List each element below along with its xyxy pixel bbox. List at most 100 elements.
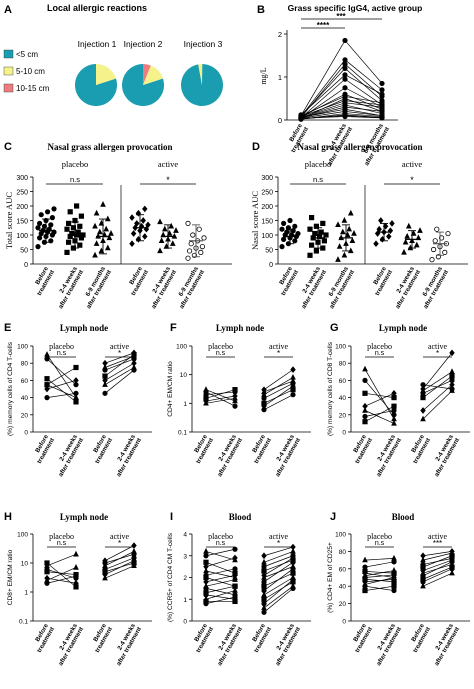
data-point	[280, 220, 287, 226]
y-axis-label: (%) memory cells of CD8 T-cells	[327, 341, 334, 436]
data-point	[64, 249, 70, 255]
data-point	[157, 247, 163, 254]
pair-line	[263, 380, 294, 393]
pair-line	[205, 577, 236, 587]
data-point	[279, 226, 285, 232]
data-point	[420, 582, 426, 589]
x-tick-label: 2-4 weeksafter treatment	[274, 622, 302, 667]
significance-label: n.s	[313, 175, 323, 184]
data-point	[73, 550, 79, 557]
data-point	[405, 222, 412, 229]
x-tick-label: 2-4 weeksafter treatment	[274, 433, 302, 478]
data-point	[261, 579, 267, 585]
y-tick-label: 200	[261, 204, 273, 211]
pair-line	[104, 358, 135, 371]
data-point	[36, 235, 43, 241]
data-point	[290, 577, 296, 583]
data-point	[261, 583, 267, 589]
pair-line	[263, 568, 294, 591]
y-tick-label: 60	[21, 378, 29, 385]
data-point	[342, 72, 348, 78]
data-point	[51, 206, 57, 212]
y-tick-label: 4	[183, 532, 187, 539]
data-point	[391, 587, 397, 594]
tick-label: Beforetreatment	[247, 433, 274, 465]
pair-line	[364, 578, 395, 583]
data-point	[341, 251, 348, 258]
y-axis-label: CD4+ EM/CM ratio	[167, 361, 174, 417]
data-point	[391, 403, 397, 409]
pair-line	[46, 384, 77, 398]
data-point	[389, 220, 395, 227]
data-point	[188, 241, 194, 247]
x-tick-label: 2-4 weeksafter treatment	[115, 433, 143, 478]
data-point	[73, 364, 79, 371]
data-point	[232, 387, 238, 393]
data-point	[232, 546, 238, 552]
data-point	[287, 217, 293, 224]
data-point	[190, 232, 196, 238]
group-label: placebo	[367, 342, 392, 351]
data-point	[44, 351, 50, 357]
pair-line	[263, 385, 294, 407]
group-label: active	[110, 532, 130, 541]
pair-line	[263, 551, 294, 563]
tick-label: Beforetreatment	[124, 265, 151, 297]
data-point	[73, 563, 79, 570]
tick-label: 2-4 weeksafter treatment	[369, 622, 403, 667]
tick-label: Beforetreatment	[406, 433, 433, 465]
data-point	[413, 241, 420, 248]
y-tick-label: 50	[20, 248, 28, 255]
data-point	[346, 225, 353, 232]
data-point	[44, 580, 50, 586]
pair-line	[205, 391, 236, 407]
pair-line	[364, 561, 395, 568]
data-point	[349, 237, 356, 244]
significance-label: *	[277, 539, 280, 548]
pair-line	[46, 367, 77, 386]
pie-slice	[96, 64, 116, 85]
scatter-group	[279, 217, 301, 250]
pair-line	[422, 559, 453, 571]
data-point	[432, 238, 438, 244]
data-point	[442, 249, 448, 255]
data-point	[140, 217, 146, 224]
data-point	[232, 587, 238, 593]
y-tick-label: 10	[21, 561, 29, 568]
legend-label: 10-15 cm	[16, 84, 50, 93]
data-point	[341, 217, 348, 223]
data-point	[92, 251, 98, 258]
x-tick-label: Beforetreatment	[92, 433, 114, 465]
y-tick-label: 0	[24, 262, 28, 269]
data-point	[391, 567, 397, 573]
group-label: placebo	[62, 159, 88, 169]
tick-label: 2-4 weeksafter treatment	[427, 622, 461, 667]
scatter-group	[185, 220, 207, 261]
tick-label: 2-4 weeksafter treatment	[51, 433, 85, 478]
pair-line	[422, 566, 453, 580]
y-axis-label: (%) memory cells of CD4 T-cells	[7, 341, 14, 436]
data-point	[232, 598, 238, 605]
pair-line	[263, 557, 294, 576]
x-tick-label: Beforetreatment	[410, 622, 432, 654]
data-point	[169, 240, 176, 246]
active-pairs	[261, 543, 296, 615]
data-point	[49, 215, 56, 221]
data-point	[73, 390, 79, 396]
x-tick-label: Beforetreatment	[193, 433, 215, 465]
pair-line	[46, 577, 77, 584]
data-point	[391, 574, 397, 580]
pair-line	[46, 571, 77, 575]
group-label: active	[402, 159, 423, 169]
group-label: active	[428, 532, 448, 541]
data-point	[35, 244, 41, 250]
y-tick-label: 0.1	[178, 430, 187, 437]
data-point	[290, 366, 296, 373]
data-point	[290, 547, 296, 554]
scatter-group	[335, 209, 357, 262]
data-point	[362, 365, 368, 372]
tick-label: 6-9 monthsafter treatment	[79, 265, 113, 310]
scatter-group	[307, 214, 329, 258]
pair-line	[205, 590, 236, 600]
data-point	[445, 230, 451, 237]
